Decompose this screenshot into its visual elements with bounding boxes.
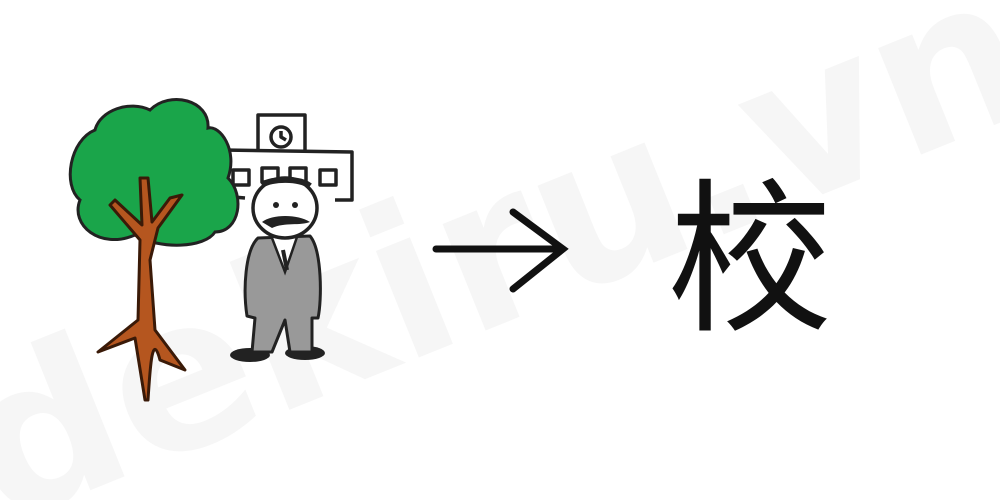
man xyxy=(230,176,325,362)
tree xyxy=(68,98,240,402)
arrow xyxy=(432,208,569,293)
kanji-character: 校 xyxy=(668,164,833,356)
